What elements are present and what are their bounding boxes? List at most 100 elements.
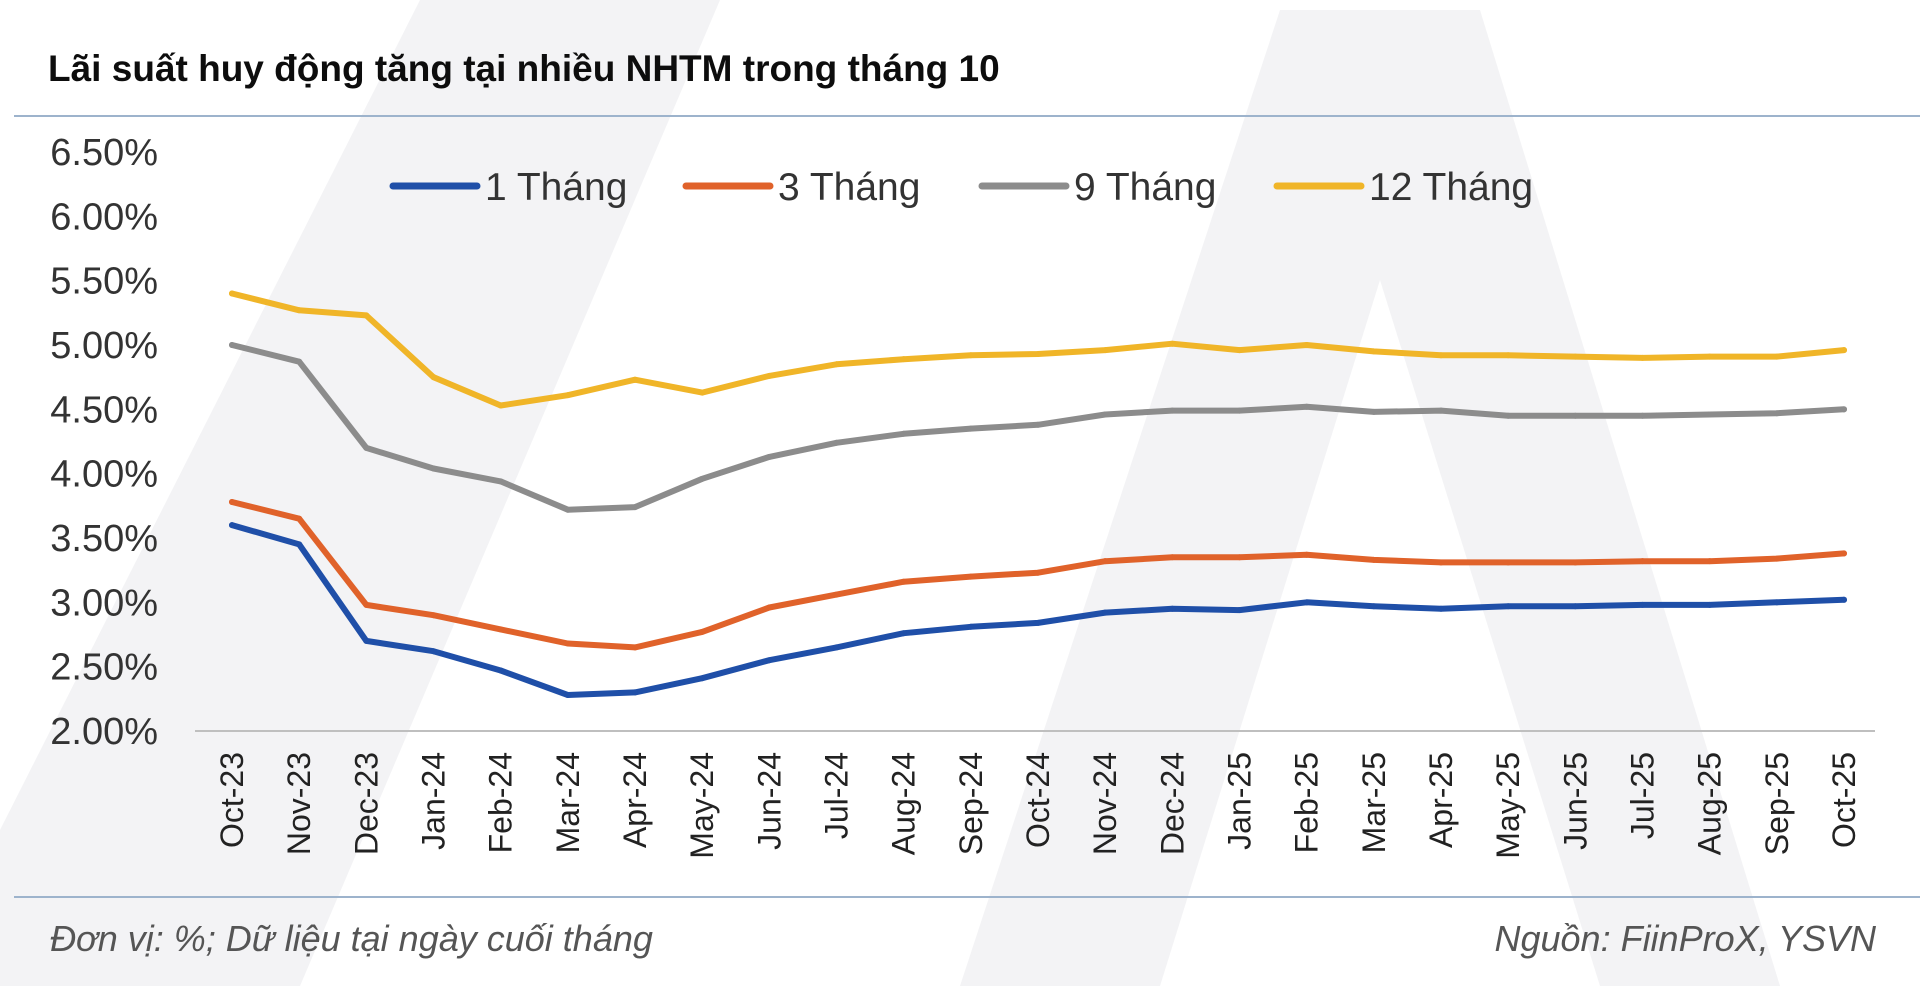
data-point-3-thang	[967, 573, 974, 580]
data-point-12-thang	[1370, 348, 1377, 355]
title-divider	[14, 115, 1920, 117]
data-point-3-thang	[1303, 551, 1310, 558]
data-point-3-thang	[1370, 556, 1377, 563]
x-tick-label: Jul-24	[819, 752, 855, 839]
data-point-3-thang	[833, 591, 840, 598]
data-point-3-thang	[497, 626, 504, 633]
x-tick-label: Apr-24	[617, 752, 653, 848]
x-tick-label: Dec-24	[1154, 752, 1190, 855]
data-point-9-thang	[1035, 421, 1041, 428]
data-point-1-thang	[430, 648, 437, 655]
x-tick-label: Oct-23	[214, 752, 250, 848]
y-tick-label: 2.00%	[50, 711, 158, 753]
data-point-9-thang	[229, 342, 235, 348]
x-tick-label: May-24	[684, 752, 720, 859]
data-point-12-thang	[1102, 347, 1109, 354]
x-tick-label: Oct-25	[1826, 752, 1862, 848]
data-point-12-thang	[1841, 347, 1847, 354]
data-point-1-thang	[699, 675, 706, 682]
data-point-3-thang	[1102, 558, 1109, 565]
y-tick-label: 5.00%	[50, 325, 158, 367]
chart-title: Lãi suất huy động tăng tại nhiều NHTM tr…	[48, 48, 1000, 89]
data-point-1-thang	[296, 541, 303, 548]
data-point-3-thang	[1639, 558, 1646, 565]
data-point-3-thang	[1841, 550, 1847, 557]
x-tick-label: Apr-25	[1423, 752, 1459, 848]
data-point-9-thang	[766, 453, 773, 460]
data-point-12-thang	[1169, 340, 1176, 347]
data-point-12-thang	[833, 361, 840, 368]
data-point-1-thang	[564, 691, 571, 698]
data-point-1-thang	[766, 657, 773, 664]
data-point-3-thang	[1706, 558, 1713, 565]
legend-label-3-thang: 3 Tháng	[778, 166, 920, 209]
data-point-12-thang	[766, 372, 773, 379]
data-point-12-thang	[1706, 353, 1713, 360]
data-point-1-thang	[1035, 619, 1041, 626]
x-tick-label: Sep-25	[1759, 752, 1795, 855]
x-axis: Oct-23 Nov-23 Dec-23 Jan-24 Feb-24 Mar-24 Apr-…	[214, 752, 1862, 859]
data-point-1-thang	[497, 667, 504, 674]
data-point-9-thang	[833, 439, 840, 446]
x-tick-label: May-25	[1490, 752, 1526, 859]
series-line-1-thang	[229, 522, 1847, 698]
data-point-12-thang	[430, 374, 437, 381]
data-point-1-thang	[1102, 609, 1109, 616]
data-point-9-thang	[1102, 411, 1109, 418]
data-point-9-thang	[296, 358, 303, 365]
data-point-9-thang	[1706, 411, 1713, 418]
data-point-9-thang	[1370, 408, 1377, 415]
y-tick-label: 6.50%	[50, 132, 158, 174]
data-point-9-thang	[1773, 410, 1780, 417]
legend-label-1-thang: 1 Tháng	[485, 166, 627, 209]
data-point-12-thang	[967, 352, 974, 359]
x-tick-label: Jan-25	[1222, 752, 1258, 850]
data-point-3-thang	[699, 628, 706, 635]
data-point-9-thang	[564, 506, 571, 513]
x-tick-label: Nov-23	[281, 752, 317, 855]
data-point-9-thang	[900, 430, 907, 437]
data-point-1-thang	[1236, 607, 1243, 614]
data-point-12-thang	[229, 290, 235, 297]
data-point-3-thang	[900, 578, 907, 585]
y-tick-label: 5.50%	[50, 261, 158, 303]
data-point-9-thang	[430, 465, 437, 472]
data-point-9-thang	[497, 478, 504, 485]
x-tick-label: Mar-25	[1356, 752, 1392, 853]
x-tick-label: Dec-23	[348, 752, 384, 855]
data-point-12-thang	[900, 356, 907, 363]
data-point-1-thang	[229, 522, 235, 529]
data-point-9-thang	[699, 475, 706, 482]
data-point-1-thang	[1841, 596, 1847, 603]
data-point-1-thang	[1572, 603, 1579, 610]
legend: 1 Tháng 3 Tháng 9 Tháng 12 Tháng	[389, 166, 1533, 209]
data-point-3-thang	[430, 612, 437, 619]
data-point-1-thang	[833, 644, 840, 651]
data-point-12-thang	[497, 402, 504, 409]
data-point-3-thang	[1773, 555, 1780, 562]
data-point-1-thang	[1169, 605, 1176, 612]
data-point-9-thang	[1169, 407, 1176, 414]
data-point-3-thang	[564, 640, 571, 647]
data-point-9-thang	[632, 504, 638, 511]
y-tick-label: 6.00%	[50, 196, 158, 238]
x-tick-label: Jun-25	[1557, 752, 1593, 850]
data-point-1-thang	[1370, 603, 1377, 610]
data-point-1-thang	[1438, 605, 1444, 612]
y-tick-label: 3.50%	[50, 518, 158, 560]
data-point-1-thang	[632, 689, 638, 696]
x-tick-label: Jan-24	[416, 752, 452, 850]
x-tick-label: Mar-24	[550, 752, 586, 853]
source-note: Nguồn: FiinProX, YSVN	[1494, 918, 1876, 959]
x-tick-label: Aug-24	[886, 752, 922, 855]
data-point-9-thang	[1505, 412, 1512, 419]
data-point-12-thang	[1438, 352, 1444, 359]
data-point-12-thang	[1505, 352, 1512, 359]
data-point-3-thang	[296, 515, 303, 522]
data-point-12-thang	[1236, 347, 1243, 354]
x-tick-label: Oct-24	[1020, 752, 1056, 848]
data-point-3-thang	[766, 604, 773, 611]
data-point-9-thang	[1438, 407, 1444, 414]
